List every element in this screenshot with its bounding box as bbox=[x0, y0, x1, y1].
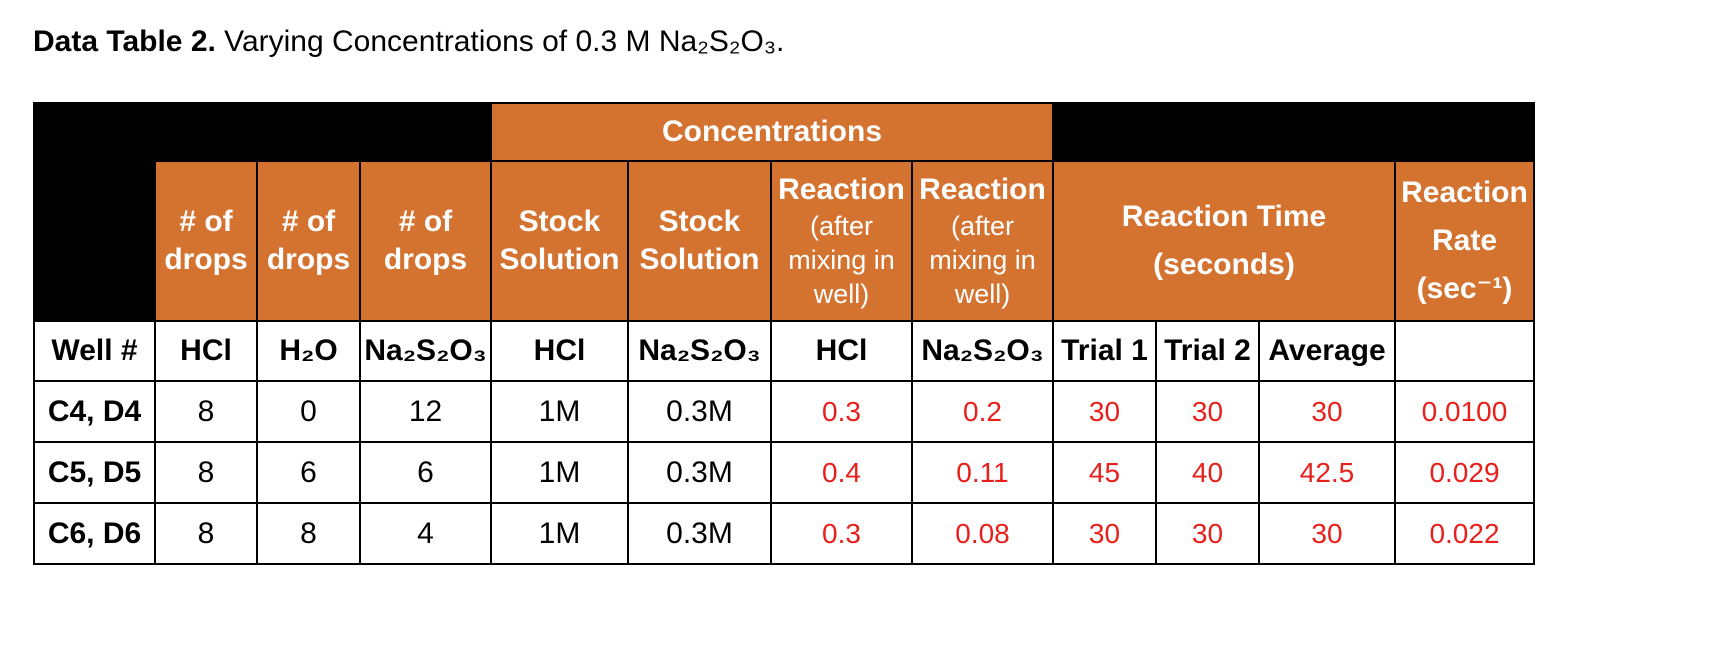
cell-trial-1: 45 bbox=[1052, 441, 1157, 504]
cell-reaction-hcl: 0.3 bbox=[770, 502, 913, 565]
subheader-stock-hcl: HCl bbox=[490, 320, 629, 382]
subheader-drops-h2o: H₂O bbox=[256, 320, 361, 382]
subheader-reaction-hcl: HCl bbox=[770, 320, 913, 382]
cell-reaction-hcl: 0.4 bbox=[770, 441, 913, 504]
cell-drops-h2o: 8 bbox=[256, 502, 361, 565]
header-black-right bbox=[1052, 102, 1535, 162]
table-row: C5, D5 8 6 6 1M 0.3M 0.4 0.11 45 40 42.5… bbox=[33, 441, 1535, 504]
cell-drops-na2s2o3: 6 bbox=[359, 441, 492, 504]
cell-reaction-rate: 0.029 bbox=[1394, 441, 1535, 504]
header-reaction-na2s2o3: Reaction (after mixing in well) bbox=[911, 160, 1054, 322]
cell-reaction-rate: 0.0100 bbox=[1394, 380, 1535, 443]
subheader-trial-1: Trial 1 bbox=[1052, 320, 1157, 382]
cell-stock-na2s2o3: 0.3M bbox=[627, 380, 772, 443]
cell-reaction-na2s2o3: 0.08 bbox=[911, 502, 1054, 565]
cell-reaction-hcl: 0.3 bbox=[770, 380, 913, 443]
cell-stock-na2s2o3: 0.3M bbox=[627, 502, 772, 565]
header-drops-h2o: # of drops bbox=[256, 160, 361, 322]
subheader-reaction-na2s2o3: Na₂S₂O₃ bbox=[911, 320, 1054, 382]
cell-average: 42.5 bbox=[1258, 441, 1396, 504]
table-header-row-2: # of drops # of drops # of drops Stock S… bbox=[33, 160, 1535, 322]
subheader-well: Well # bbox=[33, 320, 156, 382]
header-drops-hcl: # of drops bbox=[154, 160, 258, 322]
cell-drops-hcl: 8 bbox=[154, 441, 258, 504]
cell-average: 30 bbox=[1258, 380, 1396, 443]
cell-stock-hcl: 1M bbox=[490, 502, 629, 565]
cell-trial-1: 30 bbox=[1052, 502, 1157, 565]
concentrations-group-header: Concentrations bbox=[490, 102, 1054, 162]
header-stock-na2s2o3: Stock Solution bbox=[627, 160, 772, 322]
cell-stock-na2s2o3: 0.3M bbox=[627, 441, 772, 504]
cell-trial-2: 30 bbox=[1155, 380, 1260, 443]
cell-trial-2: 30 bbox=[1155, 502, 1260, 565]
cell-stock-hcl: 1M bbox=[490, 380, 629, 443]
header-reaction-hcl: Reaction (after mixing in well) bbox=[770, 160, 913, 322]
cell-well: C6, D6 bbox=[33, 502, 156, 565]
cell-well: C5, D5 bbox=[33, 441, 156, 504]
table-row: C6, D6 8 8 4 1M 0.3M 0.3 0.08 30 30 30 0… bbox=[33, 502, 1535, 565]
cell-drops-na2s2o3: 4 bbox=[359, 502, 492, 565]
subheader-drops-hcl: HCl bbox=[154, 320, 258, 382]
header-drops-na2s2o3: # of drops bbox=[359, 160, 492, 322]
subheader-rate-empty bbox=[1394, 320, 1535, 382]
cell-trial-1: 30 bbox=[1052, 380, 1157, 443]
table-subheader-row: Well # HCl H₂O Na₂S₂O₃ HCl Na₂S₂O₃ HCl N… bbox=[33, 320, 1535, 382]
cell-drops-hcl: 8 bbox=[154, 502, 258, 565]
table-caption: Data Table 2. Varying Concentrations of … bbox=[33, 24, 784, 60]
cell-reaction-rate: 0.022 bbox=[1394, 502, 1535, 565]
table-header-row-1: Concentrations bbox=[33, 102, 1535, 162]
data-table-2: Concentrations # of drops # of drops # o… bbox=[33, 102, 1535, 565]
caption-text: Varying Concentrations of 0.3 M Na₂S₂O₃. bbox=[215, 25, 785, 58]
cell-drops-hcl: 8 bbox=[154, 380, 258, 443]
header-reaction-time: Reaction Time (seconds) bbox=[1052, 160, 1396, 322]
header-black-left bbox=[33, 102, 492, 162]
cell-drops-h2o: 0 bbox=[256, 380, 361, 443]
caption-label: Data Table 2. bbox=[33, 25, 216, 58]
subheader-average: Average bbox=[1258, 320, 1396, 382]
header-reaction-rate: Reaction Rate (sec⁻¹) bbox=[1394, 160, 1535, 322]
cell-average: 30 bbox=[1258, 502, 1396, 565]
table-row: C4, D4 8 0 12 1M 0.3M 0.3 0.2 30 30 30 0… bbox=[33, 380, 1535, 443]
cell-reaction-na2s2o3: 0.2 bbox=[911, 380, 1054, 443]
subheader-stock-na2s2o3: Na₂S₂O₃ bbox=[627, 320, 772, 382]
header-stock-hcl: Stock Solution bbox=[490, 160, 629, 322]
cell-well: C4, D4 bbox=[33, 380, 156, 443]
cell-reaction-na2s2o3: 0.11 bbox=[911, 441, 1054, 504]
cell-stock-hcl: 1M bbox=[490, 441, 629, 504]
cell-trial-2: 40 bbox=[1155, 441, 1260, 504]
header-black-corner bbox=[33, 160, 156, 322]
subheader-drops-na2s2o3: Na₂S₂O₃ bbox=[359, 320, 492, 382]
subheader-trial-2: Trial 2 bbox=[1155, 320, 1260, 382]
cell-drops-na2s2o3: 12 bbox=[359, 380, 492, 443]
cell-drops-h2o: 6 bbox=[256, 441, 361, 504]
